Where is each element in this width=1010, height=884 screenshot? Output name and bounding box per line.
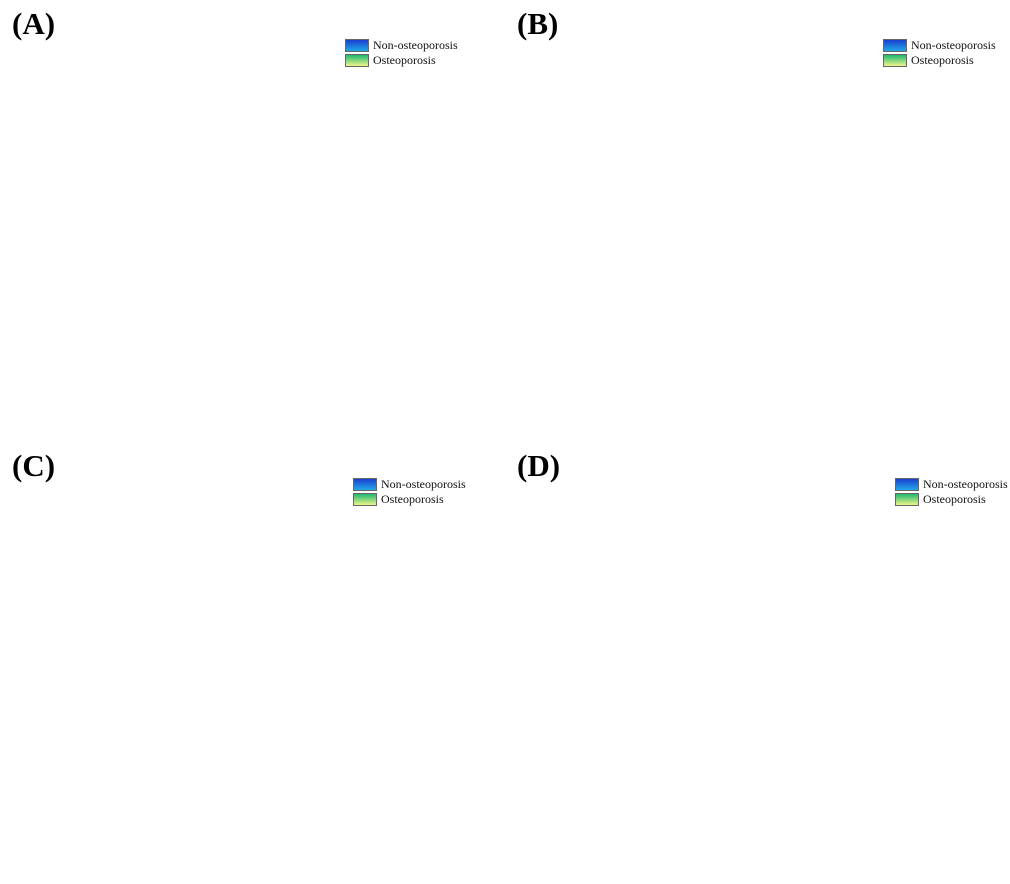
legend: Non-osteoporosis Osteoporosis <box>345 38 458 68</box>
legend: Non-osteoporosis Osteoporosis <box>883 38 996 68</box>
legend-swatch-icon <box>883 39 907 52</box>
legend-item-osteoporosis: Osteoporosis <box>353 492 466 507</box>
legend-swatch-icon <box>895 478 919 491</box>
panel-label: (D) <box>517 448 561 483</box>
panel-label: (C) <box>12 448 56 483</box>
legend-label: Non-osteoporosis <box>381 477 466 491</box>
legend-label: Non-osteoporosis <box>373 38 458 52</box>
legend-swatch-icon <box>883 54 907 67</box>
panel-b: (B) Non-osteoporosis Osteoporosis <box>505 0 1010 442</box>
legend-item-non-osteoporosis: Non-osteoporosis <box>353 477 466 492</box>
legend-label: Osteoporosis <box>911 53 974 67</box>
legend-label: Osteoporosis <box>373 53 436 67</box>
panel-d: (D) Non-osteoporosis Osteoporosis <box>505 442 1010 884</box>
legend-label: Non-osteoporosis <box>911 38 996 52</box>
legend-item-osteoporosis: Osteoporosis <box>345 53 458 68</box>
legend-swatch-icon <box>345 54 369 67</box>
legend-item-non-osteoporosis: Non-osteoporosis <box>345 38 458 53</box>
panel-label: (A) <box>12 6 56 41</box>
legend-item-osteoporosis: Osteoporosis <box>883 53 996 68</box>
legend-swatch-icon <box>345 39 369 52</box>
legend-swatch-icon <box>895 493 919 506</box>
legend: Non-osteoporosis Osteoporosis <box>353 477 466 507</box>
legend-label: Osteoporosis <box>381 492 444 506</box>
legend-item-osteoporosis: Osteoporosis <box>895 492 1008 507</box>
panel-a: (A) Non-osteoporosis Osteoporosis <box>0 0 505 442</box>
legend-item-non-osteoporosis: Non-osteoporosis <box>883 38 996 53</box>
panel-label: (B) <box>517 6 559 41</box>
legend-swatch-icon <box>353 493 377 506</box>
chart-c <box>0 442 505 884</box>
legend-label: Non-osteoporosis <box>923 477 1008 491</box>
legend-swatch-icon <box>353 478 377 491</box>
panel-c: (C) Non-osteoporosis Osteoporosis <box>0 442 505 884</box>
legend-item-non-osteoporosis: Non-osteoporosis <box>895 477 1008 492</box>
legend-label: Osteoporosis <box>923 492 986 506</box>
chart-d <box>505 442 1010 884</box>
legend: Non-osteoporosis Osteoporosis <box>895 477 1008 507</box>
